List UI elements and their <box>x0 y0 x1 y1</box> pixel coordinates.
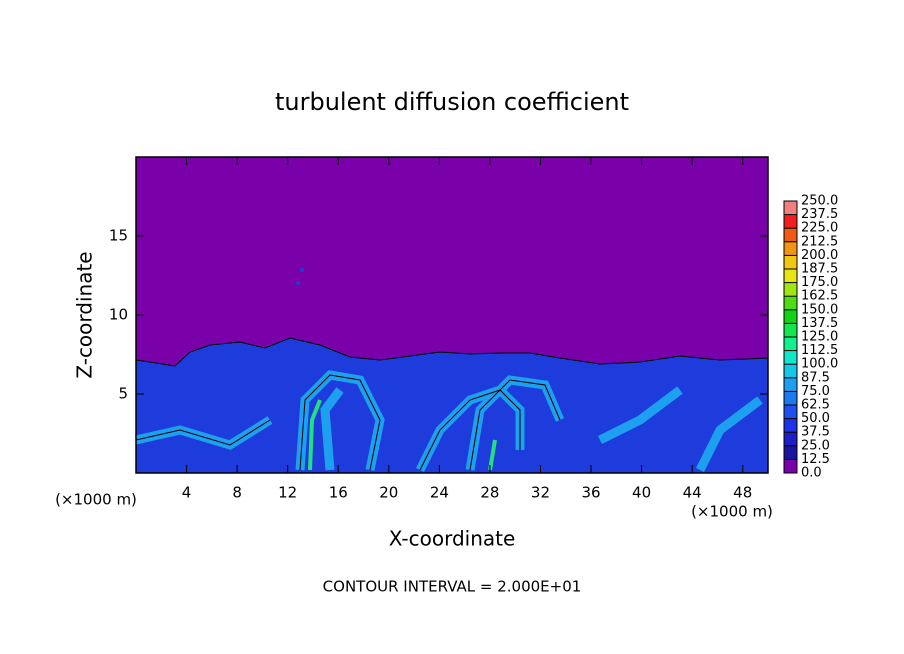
x-tick-label: 40 <box>632 484 651 502</box>
x-tick-label: 4 <box>182 484 192 502</box>
field <box>135 157 769 474</box>
colorbar-segment <box>784 296 797 310</box>
field-peak <box>308 399 497 471</box>
colorbar-segment <box>784 282 797 297</box>
colorbar-label: 150.0 <box>801 302 838 317</box>
colorbar-label: 100.0 <box>801 357 838 372</box>
y-unit-label: (×1000 m) <box>55 491 137 509</box>
x-tick-label: 20 <box>379 484 398 502</box>
colorbar-segment <box>784 391 797 405</box>
colorbar-label: 62.5 <box>801 398 830 413</box>
colorbar-label: 175.0 <box>801 275 838 290</box>
colorbar-label: 187.5 <box>801 262 838 277</box>
chart-title: turbulent diffusion coefficient <box>275 88 629 116</box>
x-tick-label: 32 <box>531 484 550 502</box>
colorbar-label: 37.5 <box>801 425 830 440</box>
x-tick-label: 8 <box>232 484 242 502</box>
field-layer <box>135 337 769 474</box>
x-tick-label: 44 <box>683 484 702 502</box>
colorbar-label: 125.0 <box>801 330 838 345</box>
colorbar-segment <box>784 350 797 365</box>
colorbar-label: 200.0 <box>801 248 838 263</box>
colorbar-segment <box>784 377 797 392</box>
colorbar-label: 25.0 <box>801 438 830 453</box>
colorbar-label: 112.5 <box>801 343 838 358</box>
x-tick-label: 24 <box>430 484 449 502</box>
annotation: CONTOUR INTERVAL = 2.000E+01 <box>323 578 582 596</box>
x-tick-label: 28 <box>480 484 499 502</box>
colorbar-segment <box>784 405 797 419</box>
colorbar-segment <box>784 418 797 433</box>
colorbar-label: 0.0 <box>801 466 822 481</box>
colorbar-segment <box>784 241 797 256</box>
y-tick-label: 5 <box>118 385 128 403</box>
colorbar-segment <box>784 445 797 460</box>
x-tick-label: 12 <box>278 484 297 502</box>
x-tick-label: 16 <box>329 484 348 502</box>
colorbar-label: 50.0 <box>801 411 830 426</box>
y-tick-label: 15 <box>109 227 128 245</box>
colorbar-label: 12.5 <box>801 452 830 467</box>
colorbar-segment <box>784 228 797 242</box>
x-tick-label: 48 <box>733 484 752 502</box>
colorbar-label: 250.0 <box>801 194 838 209</box>
colorbar-segment <box>784 459 797 473</box>
contour-line <box>135 374 561 471</box>
colorbar-segment <box>784 337 797 351</box>
colorbar-segment <box>784 269 797 283</box>
x-tick-label: 36 <box>581 484 600 502</box>
colorbar-segment <box>784 214 797 229</box>
colorbar-segment <box>784 323 797 337</box>
y-axis-label: Z-coordinate <box>73 251 97 378</box>
colorbar-label: 137.5 <box>801 316 838 331</box>
x-axis-label: X-coordinate <box>389 527 516 551</box>
colorbar-segment <box>784 201 797 215</box>
colorbar-label: 75.0 <box>801 384 830 399</box>
colorbar-segment <box>784 309 797 324</box>
colorbar-label: 87.5 <box>801 370 830 385</box>
x-unit-label: (×1000 m) <box>691 503 773 521</box>
colorbar-segment <box>784 255 797 269</box>
field-spot <box>296 281 300 285</box>
colorbar-label: 237.5 <box>801 207 838 222</box>
colorbar-segment <box>784 432 797 446</box>
y-tick-label: 10 <box>109 306 128 324</box>
colorbar-label: 212.5 <box>801 234 838 249</box>
colorbar-segment <box>784 364 797 378</box>
colorbar-label: 225.0 <box>801 221 838 236</box>
colorbar-label: 162.5 <box>801 289 838 304</box>
field-spot <box>300 268 304 272</box>
